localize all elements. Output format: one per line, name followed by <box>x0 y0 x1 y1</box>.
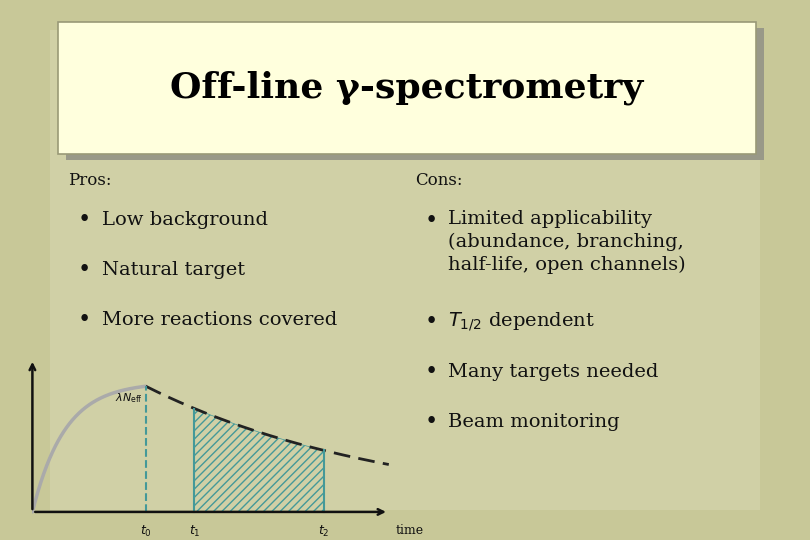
FancyBboxPatch shape <box>66 28 764 160</box>
Text: Natural target: Natural target <box>102 261 245 279</box>
Text: More reactions covered: More reactions covered <box>102 311 337 329</box>
Text: time: time <box>395 524 424 537</box>
Text: Pros:: Pros: <box>68 172 112 189</box>
Text: •: • <box>425 411 438 433</box>
Text: $t_1$: $t_1$ <box>189 524 200 539</box>
Bar <box>50 30 760 510</box>
Text: •: • <box>425 361 438 383</box>
Text: Limited applicability
(abundance, branching,
half-life, open channels): Limited applicability (abundance, branch… <box>448 210 685 274</box>
Text: Off-line γ-spectrometry: Off-line γ-spectrometry <box>170 71 644 105</box>
Text: •: • <box>78 209 92 231</box>
Text: •: • <box>425 210 438 232</box>
Text: $t_2$: $t_2$ <box>318 524 330 539</box>
Text: •: • <box>78 309 92 331</box>
Text: Many targets needed: Many targets needed <box>448 363 659 381</box>
Text: •: • <box>78 259 92 281</box>
Text: Cons:: Cons: <box>415 172 463 189</box>
FancyBboxPatch shape <box>58 22 756 154</box>
Text: $t_0$: $t_0$ <box>140 524 151 539</box>
Text: $T_{1/2}$ dependent: $T_{1/2}$ dependent <box>448 310 595 333</box>
Text: Low background: Low background <box>102 211 268 229</box>
Text: $\lambda N_{\rm eff}$: $\lambda N_{\rm eff}$ <box>115 391 143 404</box>
Text: Beam monitoring: Beam monitoring <box>448 413 620 431</box>
Text: •: • <box>425 311 438 333</box>
